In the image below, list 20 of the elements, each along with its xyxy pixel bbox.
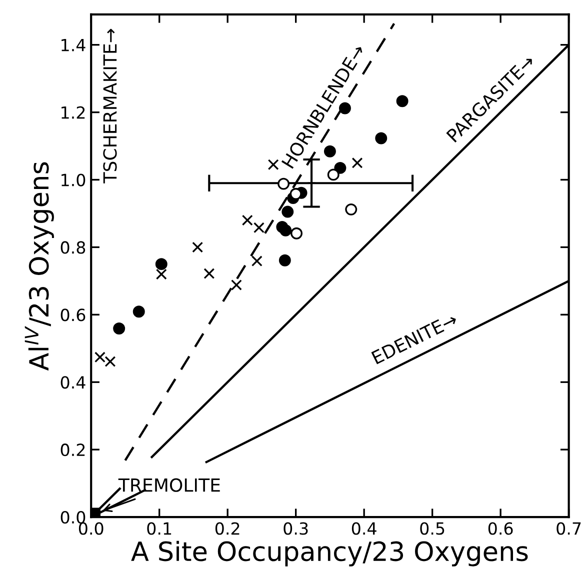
annotation: TSCHERMAKITE→ <box>103 28 117 184</box>
x-tick-label: 0.5 <box>420 522 444 535</box>
y-tick-label: 1.0 <box>62 174 86 186</box>
annotation: TREMOLITE <box>118 478 220 492</box>
x-tick-label: 0.1 <box>147 522 172 535</box>
x-axis-title: A Site Occupancy/23 Oxygens <box>131 540 528 566</box>
y-axis-title: Al$^{IV}$/23 Oxygens <box>24 162 54 371</box>
y-tick-label: 0.0 <box>60 511 86 524</box>
x-tick-label: 0.3 <box>284 522 308 535</box>
y-tick-label: 0.2 <box>60 444 85 456</box>
y-tick-label: 1.2 <box>62 106 85 119</box>
y-tick-label: 0.4 <box>60 376 86 389</box>
x-tick-label: 0.6 <box>488 522 513 535</box>
x-tick-label: 0.4 <box>352 522 376 535</box>
y-tick-label: 0.8 <box>60 241 86 254</box>
x-tick-label: 0.0 <box>78 522 104 535</box>
x-tick-label: 0.7 <box>556 522 581 535</box>
x-tick-label: 0.2 <box>215 522 240 535</box>
y-tick-label: 0.6 <box>60 308 86 322</box>
y-tick-label: 1.4 <box>62 39 86 52</box>
